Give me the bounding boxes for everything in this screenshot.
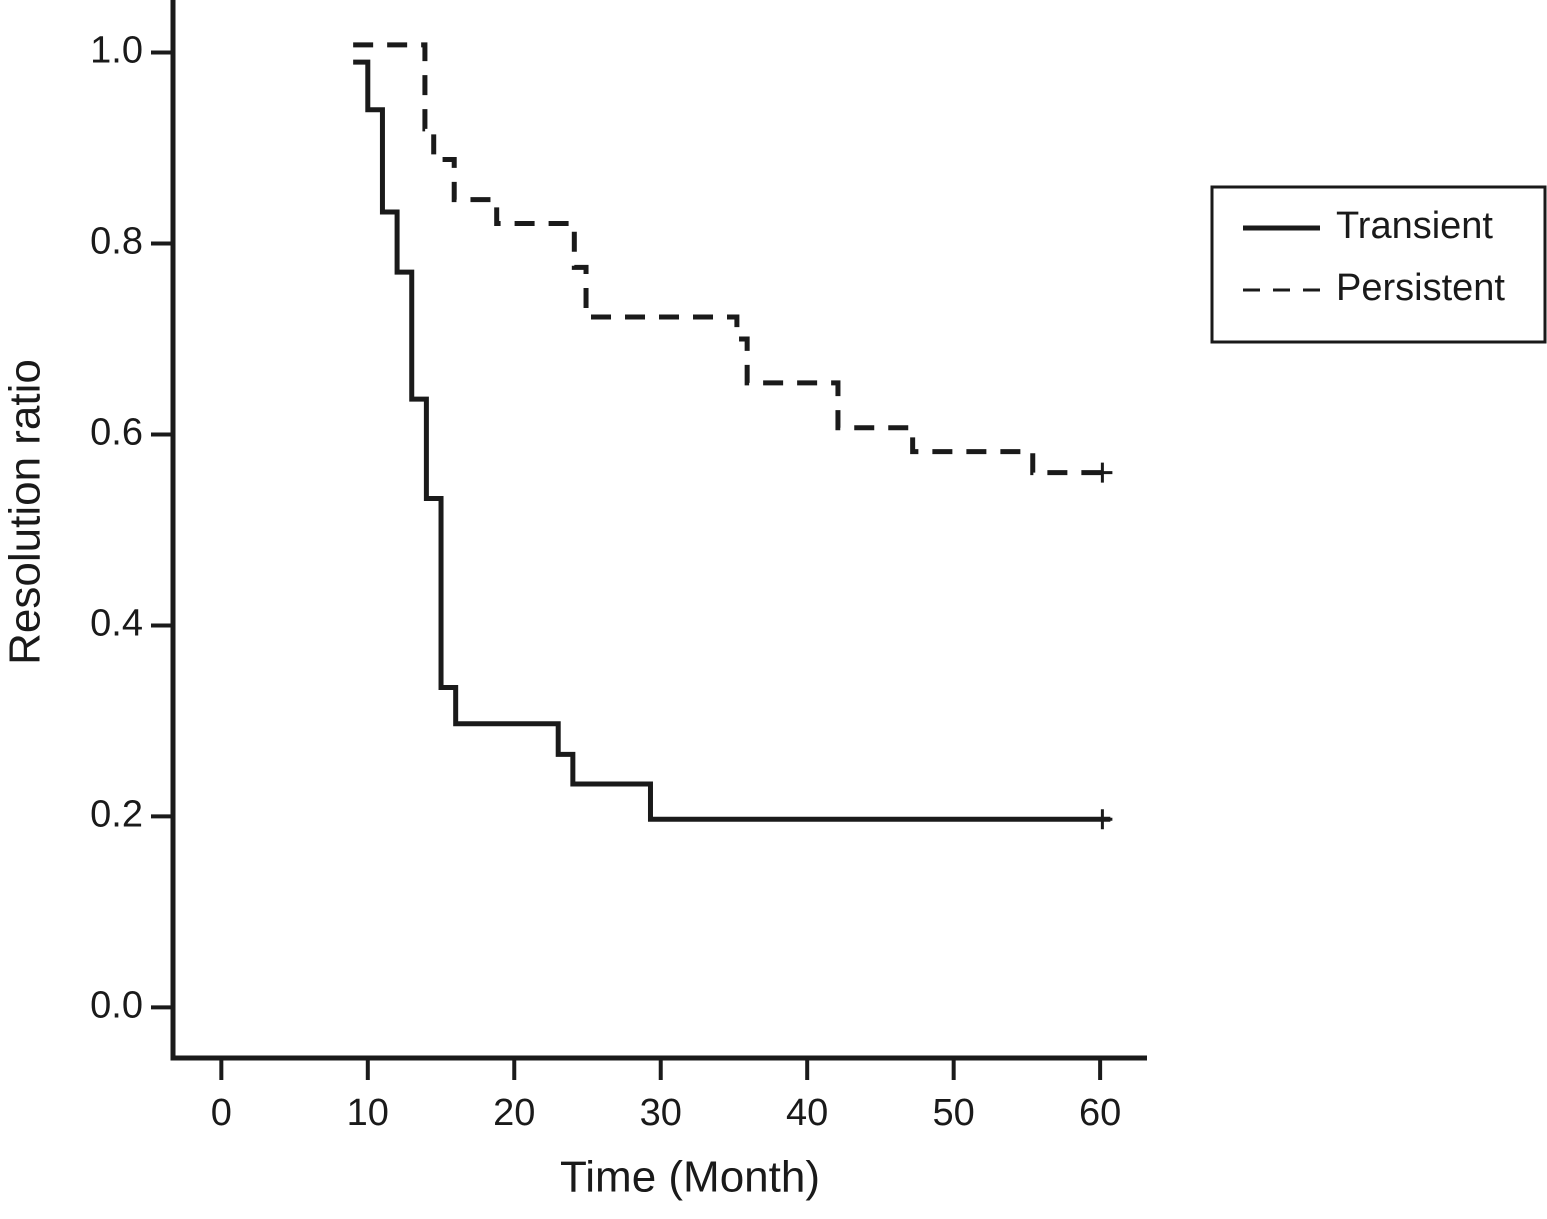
survival-line bbox=[353, 42, 1111, 476]
censor-mark bbox=[1092, 462, 1113, 483]
y-tick-label: 0.4 bbox=[90, 602, 143, 644]
y-tick-label: 0.6 bbox=[90, 411, 143, 453]
x-tick-label: 0 bbox=[211, 1092, 232, 1134]
x-tick-label: 40 bbox=[786, 1092, 828, 1134]
legend-text: Persistent bbox=[1336, 267, 1505, 309]
y-tick-label: 0.0 bbox=[90, 984, 143, 1026]
y-tick-label: 1.0 bbox=[90, 30, 143, 72]
y-tick-label: 0.8 bbox=[90, 221, 143, 263]
x-axis-label: Time (Month) bbox=[560, 1153, 820, 1202]
x-tick-label: 30 bbox=[640, 1092, 682, 1134]
legend-box bbox=[1210, 185, 1547, 344]
legend-text: Transient bbox=[1336, 205, 1493, 247]
y-tick-label: 0.2 bbox=[90, 793, 143, 835]
x-tick-label: 20 bbox=[493, 1092, 535, 1134]
survival-line bbox=[353, 59, 1111, 822]
x-tick-label: 10 bbox=[347, 1092, 389, 1134]
x-tick-label: 50 bbox=[933, 1092, 975, 1134]
y-axis-label: Resolution ratio bbox=[1, 359, 50, 665]
censor-mark bbox=[1092, 809, 1113, 830]
x-tick-label: 60 bbox=[1079, 1092, 1121, 1134]
